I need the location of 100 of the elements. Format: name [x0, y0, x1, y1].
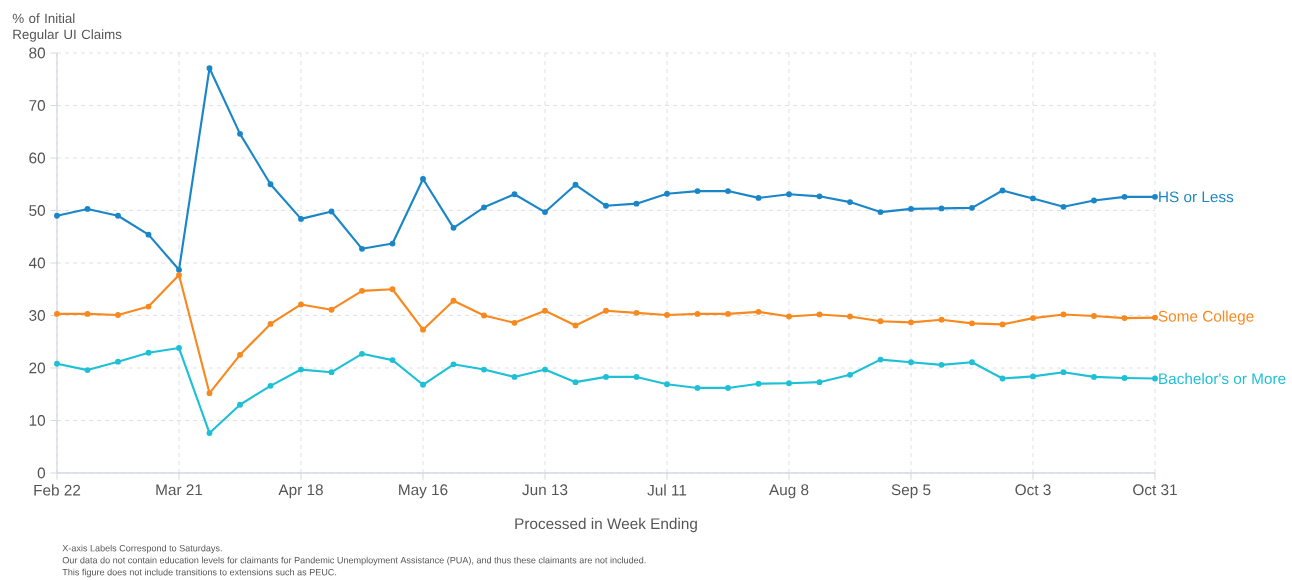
- point: [511, 191, 518, 198]
- point: [1091, 373, 1097, 380]
- point: [664, 381, 670, 388]
- point: [1060, 203, 1067, 210]
- point: [298, 215, 304, 222]
- point: [1060, 369, 1067, 376]
- point: [633, 309, 640, 316]
- point: [816, 193, 823, 200]
- y-tick-label: 60: [29, 152, 46, 164]
- point: [938, 316, 945, 323]
- point: [328, 208, 335, 215]
- x-tick-label: Oct 31: [1133, 484, 1177, 496]
- point: [755, 380, 762, 387]
- point: [359, 350, 365, 357]
- point: [359, 245, 365, 252]
- point: [267, 181, 274, 188]
- point: [389, 357, 396, 364]
- point: [1152, 314, 1158, 321]
- point: [969, 320, 975, 327]
- point: [1121, 315, 1128, 322]
- point: [603, 307, 609, 314]
- point: [664, 190, 670, 197]
- point: [1030, 315, 1036, 322]
- point: [694, 385, 701, 391]
- point: [450, 361, 457, 368]
- point: [877, 318, 884, 325]
- point: [1121, 193, 1128, 200]
- point: [267, 320, 274, 327]
- point: [389, 286, 396, 293]
- y-tick-label: 10: [29, 415, 46, 426]
- point: [938, 361, 945, 368]
- point: [176, 345, 182, 351]
- point: [938, 205, 945, 212]
- point: [542, 307, 548, 314]
- point: [420, 381, 426, 388]
- point: [908, 205, 914, 212]
- point: [603, 202, 609, 209]
- point: [877, 356, 884, 363]
- point: [328, 369, 335, 376]
- point: [481, 366, 487, 373]
- point: [999, 187, 1006, 194]
- point: [84, 367, 91, 374]
- point: [145, 231, 152, 238]
- point: [633, 200, 640, 207]
- point: [572, 322, 579, 329]
- point: [572, 379, 579, 386]
- series-label: Some College: [1158, 310, 1254, 325]
- point: [84, 205, 91, 212]
- point: [237, 401, 243, 408]
- point: [1060, 311, 1067, 318]
- point: [1121, 375, 1128, 381]
- x-tick-label: Apr 18: [278, 484, 323, 499]
- point: [176, 272, 182, 279]
- point: [847, 313, 853, 320]
- point: [84, 310, 91, 317]
- point: [1030, 195, 1036, 202]
- y-axis-title: % of Initial Regular UI Claims: [12, 13, 122, 42]
- point: [725, 385, 731, 391]
- point: [786, 380, 792, 387]
- point: [542, 366, 548, 373]
- y-tick-label: 20: [29, 362, 46, 374]
- x-tick-label: Sep 5: [891, 484, 931, 499]
- x-tick-label: Jul 11: [647, 484, 687, 496]
- point: [206, 390, 213, 397]
- point: [664, 312, 670, 318]
- point: [145, 349, 152, 356]
- point: [1152, 193, 1158, 200]
- point: [450, 297, 457, 304]
- point: [328, 306, 335, 313]
- point: [145, 303, 152, 310]
- point: [725, 310, 731, 317]
- point: [237, 351, 243, 358]
- point: [572, 181, 579, 188]
- point: [54, 360, 60, 367]
- point: [603, 373, 609, 380]
- y-tick-label: 70: [29, 100, 46, 111]
- point: [1091, 313, 1097, 319]
- point: [847, 199, 853, 206]
- point: [237, 130, 243, 137]
- point: [450, 224, 457, 231]
- point: [115, 212, 121, 219]
- x-tick-label: Mar 21: [156, 484, 203, 496]
- x-tick-label: Aug 8: [768, 484, 809, 499]
- text: Our data do not contain education levels for claimants for Pandemic Unemployment Assistance (PUA), and thus these claimants are not included.: [62, 556, 646, 566]
- text: This figure does not include transitions to extensions such as PEUC.: [62, 568, 337, 578]
- point: [511, 319, 518, 326]
- point: [420, 326, 426, 333]
- y-tick-label: 40: [28, 257, 46, 269]
- point: [389, 240, 396, 247]
- x-axis-title: Processed in Week Ending: [515, 517, 697, 533]
- text: X-axis Labels Correspond to Saturdays.: [62, 544, 222, 554]
- point: [725, 188, 731, 195]
- point: [816, 379, 823, 386]
- point: [877, 209, 884, 216]
- point: [633, 373, 640, 380]
- point: [786, 313, 792, 320]
- y-tick-label: 0: [37, 467, 46, 479]
- x-tick-label: May 16: [399, 484, 448, 499]
- point: [816, 311, 823, 318]
- point: [359, 287, 365, 294]
